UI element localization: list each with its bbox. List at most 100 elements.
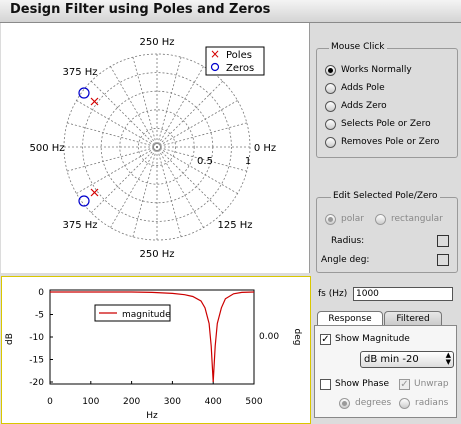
window-titlebar[interactable]: Design Filter using Poles and Zeros	[0, 0, 461, 23]
show-magnitude-checkbox[interactable]: ✓ Show Magnitude	[320, 332, 410, 346]
label-500hz: 500 Hz	[29, 143, 64, 154]
radio-degrees-label: degrees	[355, 398, 392, 408]
y-tick-label: 0	[38, 288, 44, 298]
polar-grid	[63, 53, 251, 241]
edit-selected-title: Edit Selected Pole/Zero	[331, 191, 440, 201]
label-0hz: 0 Hz	[254, 143, 276, 154]
pole-marker-upper[interactable]	[90, 97, 99, 106]
x-ticks: 0 100 200 300 400 500	[47, 381, 263, 407]
legend-magnitude-label: magnitude	[122, 310, 171, 320]
legend-zero-icon	[210, 62, 220, 72]
radio-rectangular-icon[interactable]	[375, 213, 386, 225]
radio-adds-pole[interactable]: Adds Pole	[325, 81, 385, 95]
show-magnitude-check-icon[interactable]: ✓	[320, 333, 331, 345]
y-axis-label: dB	[5, 333, 15, 345]
zero-marker-lower[interactable]	[78, 195, 90, 207]
tab-response[interactable]: Response	[317, 311, 383, 326]
legend-pole-icon: ×	[210, 47, 220, 61]
label-375hz-upper: 375 Hz	[62, 67, 97, 78]
grid-spoke	[67, 122, 247, 172]
response-tab-panel: ✓ Show Magnitude Show Phase ✓ Unwrap deg…	[314, 325, 457, 418]
label-radius-one: 1	[245, 156, 251, 167]
show-phase-check-icon[interactable]	[320, 378, 331, 390]
show-phase-label: Show Phase	[335, 379, 390, 389]
show-magnitude-label: Show Magnitude	[335, 334, 410, 344]
radio-selects-icon[interactable]	[325, 118, 336, 130]
y-tick-label: -20	[29, 378, 44, 388]
window-title: Design Filter using Poles and Zeros	[10, 2, 271, 17]
radio-adds-pole-label: Adds Pole	[341, 83, 385, 93]
radio-degrees-icon[interactable]	[339, 397, 350, 409]
radio-works-normally-label: Works Normally	[341, 65, 412, 75]
radio-selects-label: Selects Pole or Zero	[341, 119, 431, 129]
pole-marker-lower[interactable]	[90, 188, 99, 197]
radio-radians[interactable]: radians	[399, 396, 448, 410]
unit-circle-plot[interactable]: 250 Hz 375 Hz 500 Hz 0 Hz 375 Hz 125 Hz …	[1, 23, 309, 273]
grid-ring	[119, 109, 195, 185]
unwrap-checkbox[interactable]: ✓ Unwrap	[399, 377, 449, 391]
x-tick-label: 0	[47, 397, 53, 407]
radio-degrees[interactable]: degrees	[339, 396, 391, 410]
label-125hz: 125 Hz	[217, 220, 252, 231]
unwrap-check-icon[interactable]: ✓	[399, 378, 410, 390]
label-250hz-top: 250 Hz	[139, 37, 174, 48]
zero-marker-upper[interactable]	[78, 87, 90, 99]
db-min-value: dB min -20	[364, 354, 419, 365]
radio-rectangular[interactable]: rectangular	[375, 212, 443, 226]
grid-ring	[137, 128, 176, 167]
radio-radians-icon[interactable]	[399, 397, 410, 409]
radio-removes-icon[interactable]	[325, 136, 336, 148]
legend-zeros-label: Zeros	[226, 63, 254, 74]
mouse-click-group: Mouse Click Works Normally Adds Pole Add…	[316, 42, 458, 158]
magnitude-line	[50, 291, 255, 383]
radius-label: Radius:	[331, 236, 365, 246]
y2-tick-label: 0.00	[259, 332, 279, 342]
radio-polar[interactable]: polar	[325, 212, 364, 226]
x-tick-label: 400	[205, 397, 222, 407]
x-tick-label: 300	[164, 397, 181, 407]
grid-ring	[82, 72, 232, 222]
radio-radians-label: radians	[415, 398, 449, 408]
pole-zero-plot[interactable]: 250 Hz 375 Hz 500 Hz 0 Hz 375 Hz 125 Hz …	[1, 23, 310, 273]
radio-removes[interactable]: Removes Pole or Zero	[325, 135, 439, 149]
db-min-popup[interactable]: dB min -20 ▲ ▼	[360, 351, 454, 368]
show-phase-checkbox[interactable]: Show Phase	[320, 377, 389, 391]
x-axis-label: Hz	[146, 411, 158, 421]
unwrap-label: Unwrap	[414, 379, 449, 389]
fs-input[interactable]: 1000	[353, 287, 453, 301]
radio-adds-pole-icon[interactable]	[325, 82, 336, 94]
response-legend: magnitude	[94, 304, 171, 322]
radio-works-normally-icon[interactable]	[325, 64, 336, 76]
radio-selects[interactable]: Selects Pole or Zero	[325, 117, 431, 131]
polar-legend: × Poles Zeros	[205, 46, 265, 76]
radio-polar-label: polar	[341, 214, 364, 224]
radio-adds-zero-label: Adds Zero	[341, 101, 387, 111]
label-375hz-lower: 375 Hz	[62, 220, 97, 231]
y-tick-label: -5	[35, 311, 44, 321]
label-250hz-bottom: 250 Hz	[139, 249, 174, 260]
y2-axis-label: deg	[292, 329, 302, 346]
tab-filtered[interactable]: Filtered	[384, 311, 442, 326]
frequency-response-chart[interactable]: 0 100 200 300 400 500 0 -5 -10 -15 -20 dB Hz deg …	[1, 276, 311, 424]
fs-label: fs (Hz)	[318, 289, 348, 299]
popup-arrows-icon: ▲ ▼	[445, 351, 451, 366]
angle-label: Angle deg:	[321, 255, 370, 265]
radio-rectangular-label: rectangular	[391, 214, 443, 224]
x-tick-label: 200	[123, 397, 140, 407]
mouse-click-title: Mouse Click	[329, 42, 387, 52]
y-tick-label: -10	[29, 333, 44, 343]
radio-removes-label: Removes Pole or Zero	[341, 137, 440, 147]
y-tick-label: -15	[29, 356, 44, 366]
edit-selected-group: Edit Selected Pole/Zero polar rectangula…	[316, 191, 458, 273]
radio-polar-icon[interactable]	[325, 213, 336, 225]
angle-field[interactable]	[437, 254, 449, 266]
response-svg[interactable]: 0 100 200 300 400 500 0-5-10-15-20 dB Hz deg …	[2, 277, 308, 421]
x-tick-label: 500	[245, 397, 262, 407]
radio-adds-zero[interactable]: Adds Zero	[325, 99, 387, 113]
x-tick-label: 100	[82, 397, 99, 407]
radius-field[interactable]	[437, 235, 449, 247]
legend-poles-label: Poles	[226, 50, 252, 61]
radio-adds-zero-icon[interactable]	[325, 100, 336, 112]
label-radius-half: 0.5	[197, 156, 213, 167]
radio-works-normally[interactable]: Works Normally	[325, 63, 412, 77]
